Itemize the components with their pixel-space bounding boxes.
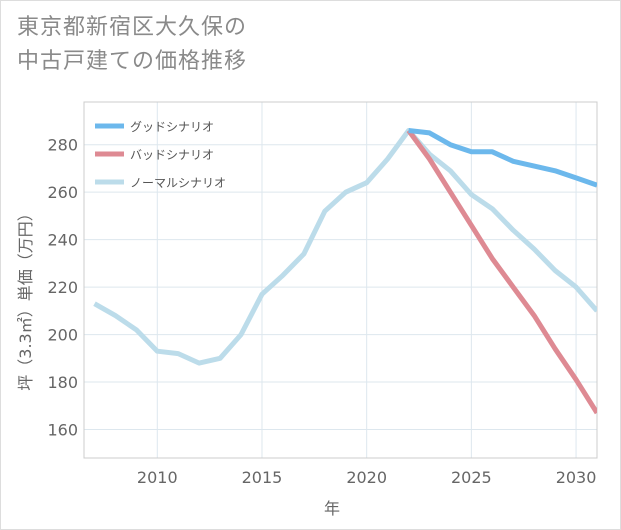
y-tick-label: 220	[47, 278, 78, 297]
x-axis-label: 年	[324, 499, 340, 518]
y-tick-label: 160	[47, 421, 78, 440]
y-tick-label: 200	[47, 326, 78, 345]
series-lines	[93, 128, 597, 415]
x-tick-label: 2010	[137, 468, 178, 487]
plot-area	[83, 101, 598, 459]
series-line-1	[406, 129, 597, 415]
x-tick-label: 2030	[556, 468, 597, 487]
x-tick-label: 2020	[346, 468, 387, 487]
grid	[84, 102, 597, 458]
series-line-0	[408, 128, 597, 188]
legend-label: バッドシナリオ	[130, 148, 214, 162]
y-tick-label: 180	[47, 373, 78, 392]
title-line-2: 中古戸建ての価格推移	[17, 49, 248, 74]
x-tick-label: 2025	[451, 468, 492, 487]
y-tick-label: 240	[47, 231, 78, 250]
series-line-2	[93, 128, 597, 366]
title-line-1: 東京都新宿区大久保の	[17, 15, 248, 40]
legend-label: グッドシナリオ	[130, 120, 214, 134]
legend-label: ノーマルシナリオ	[130, 176, 226, 190]
y-axis-label: 坪（3.3㎡）単価（万円）	[16, 205, 35, 390]
chart-title: 東京都新宿区大久保の 中古戸建ての価格推移	[17, 11, 247, 79]
axes: 160 180 200 220 240 260 280 2010 2015 2020 2025 203…	[47, 101, 598, 487]
x-tick-label: 2015	[242, 468, 283, 487]
y-tick-label: 280	[47, 136, 78, 155]
y-tick-label: 260	[47, 183, 78, 202]
